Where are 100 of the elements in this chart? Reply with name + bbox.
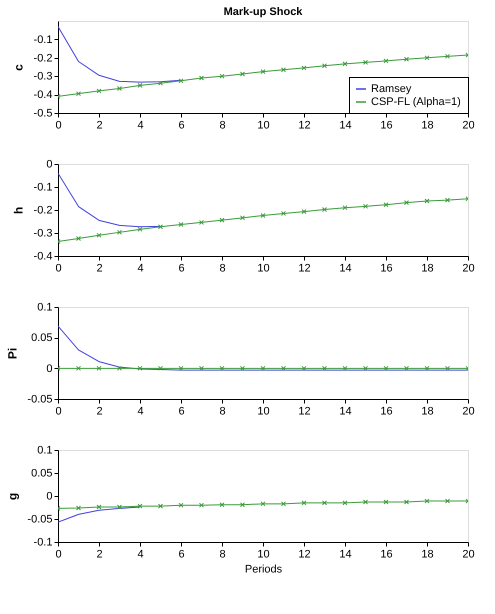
x-tick-label: 0 <box>55 406 62 418</box>
point <box>281 501 286 506</box>
x-axis-title: Periods <box>244 564 283 576</box>
point <box>384 499 388 504</box>
point <box>138 82 142 88</box>
point <box>260 501 266 506</box>
x-tick-label: 0 <box>55 262 62 274</box>
point <box>240 502 245 508</box>
x-tick-label: 0 <box>55 548 62 560</box>
x-tick-label: 10 <box>257 406 270 418</box>
point <box>117 86 122 92</box>
x-tick-label: 2 <box>96 120 103 132</box>
chart-title: Mark-up Shock <box>224 6 304 18</box>
y-tick-label: 0 <box>46 158 52 170</box>
y-axis-title: g <box>5 492 20 500</box>
point <box>302 500 306 506</box>
point <box>404 499 409 504</box>
point <box>302 65 306 70</box>
point <box>96 504 102 510</box>
point <box>424 55 430 60</box>
x-tick-label: 8 <box>219 548 226 560</box>
point <box>384 58 388 64</box>
point <box>281 210 286 216</box>
x-tick-label: 6 <box>178 548 185 560</box>
point <box>220 74 224 79</box>
line-series <box>58 172 161 228</box>
line-series <box>58 52 468 99</box>
x-tick-label: 2 <box>96 262 103 274</box>
y-tick-label: -0.05 <box>27 394 52 406</box>
point <box>117 504 122 510</box>
point <box>76 505 81 510</box>
point <box>342 61 348 66</box>
point <box>281 67 286 72</box>
x-tick-label: 0 <box>55 120 62 132</box>
x-tick-label: 12 <box>298 262 311 274</box>
x-tick-label: 18 <box>421 406 434 418</box>
x-tick-label: 10 <box>257 120 270 132</box>
point <box>363 204 368 209</box>
point <box>240 215 245 220</box>
x-tick-label: 6 <box>178 120 185 132</box>
legend-label: CSP-FL (Alpha=1) <box>371 96 461 108</box>
y-tick-label: 0.1 <box>37 302 52 314</box>
y-tick-label: -0.2 <box>34 52 52 64</box>
y-axis-title: h <box>12 206 26 214</box>
y-axis-title: Pi <box>5 348 20 360</box>
y-tick-label: -0.1 <box>34 182 52 194</box>
x-tick-label: 6 <box>178 262 185 274</box>
y-tick-label: -0.3 <box>34 228 52 240</box>
y-axis-title: c <box>12 64 26 71</box>
point <box>322 207 327 212</box>
point <box>363 499 368 504</box>
point <box>199 220 204 225</box>
point <box>138 226 142 232</box>
x-tick-label: 20 <box>462 262 475 274</box>
x-tick-label: 18 <box>421 262 434 274</box>
point <box>445 498 450 504</box>
x-tick-label: 20 <box>462 548 475 560</box>
point <box>342 500 348 506</box>
point <box>404 56 409 62</box>
point <box>260 69 266 74</box>
x-tick-label: 16 <box>380 548 393 560</box>
point <box>342 205 348 210</box>
x-tick-label: 12 <box>298 120 311 132</box>
point <box>96 232 102 238</box>
point <box>363 60 368 65</box>
y-tick-label: -0.4 <box>34 89 52 102</box>
y-tick-label: 0.1 <box>37 444 52 456</box>
x-tick-label: 4 <box>137 120 144 132</box>
point <box>384 202 388 208</box>
point <box>445 198 450 203</box>
x-tick-label: 2 <box>96 548 103 560</box>
point <box>158 224 163 230</box>
point <box>117 230 122 235</box>
y-tick-label: -0.4 <box>34 250 52 262</box>
point <box>240 71 245 76</box>
x-tick-label: 12 <box>298 406 311 418</box>
y-tick-label: -0.05 <box>27 514 52 526</box>
line-series <box>58 26 182 83</box>
x-tick-label: 20 <box>462 120 475 132</box>
x-tick-label: 8 <box>219 262 226 274</box>
x-tick-label: 4 <box>137 262 144 274</box>
point <box>220 218 224 223</box>
x-tick-label: 16 <box>380 406 393 418</box>
x-tick-label: 14 <box>339 120 352 132</box>
x-tick-label: 4 <box>137 406 144 418</box>
x-tick-label: 6 <box>178 406 185 418</box>
point <box>178 222 184 227</box>
y-tick-label: 0 <box>46 362 52 375</box>
point <box>138 504 142 509</box>
x-tick-label: 2 <box>96 406 103 418</box>
x-tick-label: 20 <box>462 406 475 418</box>
x-tick-label: 14 <box>339 548 352 560</box>
x-tick-label: 14 <box>339 262 352 274</box>
point <box>220 502 224 508</box>
x-tick-label: 8 <box>219 120 226 132</box>
y-tick-label: -0.1 <box>34 536 52 548</box>
legend-label: Ramsey <box>371 83 412 95</box>
y-tick-label: 0.05 <box>31 332 52 344</box>
line-series <box>58 498 468 511</box>
point <box>76 91 81 96</box>
